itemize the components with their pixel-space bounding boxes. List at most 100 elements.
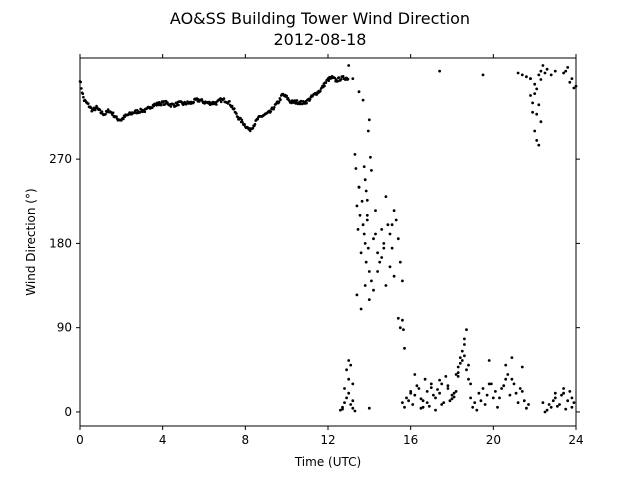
data-point [533, 92, 537, 95]
data-point [483, 403, 487, 406]
data-point [452, 391, 456, 395]
data-point [487, 359, 491, 362]
data-point [566, 66, 570, 69]
data-point [384, 284, 388, 287]
data-point [491, 396, 495, 400]
data-point [500, 387, 503, 390]
data-point [510, 356, 514, 359]
data-point [243, 123, 246, 126]
data-point [390, 223, 394, 227]
data-point [541, 64, 545, 67]
data-point [425, 401, 429, 404]
data-point [456, 375, 460, 378]
data-point [91, 108, 95, 112]
data-point [394, 218, 398, 222]
data-point [301, 102, 304, 106]
data-point [398, 326, 402, 330]
data-point [365, 213, 369, 217]
data-point [357, 185, 361, 189]
x-tick-label: 4 [159, 433, 167, 447]
x-axis: 0 4 8 12 16 20 24 [76, 54, 584, 447]
data-point [489, 382, 493, 386]
data-point [440, 403, 444, 406]
data-point [452, 395, 456, 399]
data-point [111, 111, 115, 114]
data-point [520, 365, 524, 369]
data-point [438, 69, 441, 73]
data-point [222, 97, 226, 100]
data-point [308, 97, 312, 101]
data-point [549, 405, 553, 409]
data-point [111, 113, 114, 116]
data-point [543, 410, 547, 414]
data-point [553, 69, 557, 73]
data-point [508, 393, 512, 397]
y-tick-label: 0 [64, 405, 72, 419]
data-point [411, 403, 415, 406]
data-point [417, 387, 421, 390]
data-point [516, 71, 520, 75]
data-point [346, 77, 350, 81]
data-point [235, 112, 238, 115]
data-point [454, 390, 458, 393]
data-point [409, 390, 413, 393]
data-point [419, 406, 423, 410]
data-point [525, 75, 528, 79]
data-point [364, 189, 368, 193]
data-point [87, 102, 90, 105]
data-point [177, 103, 180, 107]
data-point [506, 373, 510, 376]
data-point [233, 107, 236, 110]
data-point [365, 218, 369, 222]
data-point [498, 396, 501, 400]
x-tick-label: 8 [242, 433, 250, 447]
data-point [460, 359, 464, 362]
x-tick-label: 0 [76, 433, 84, 447]
data-point [456, 365, 460, 369]
data-point [471, 405, 475, 409]
data-point [553, 396, 557, 400]
data-point [403, 346, 406, 350]
data-point [343, 401, 346, 404]
data-point [572, 86, 576, 90]
x-tick-label: 24 [568, 433, 583, 447]
data-point [446, 387, 450, 390]
data-point [365, 198, 369, 202]
data-point [388, 265, 392, 269]
chart-subtitle: 2012-08-18 [274, 30, 367, 49]
data-point [362, 232, 366, 236]
data-point [469, 396, 472, 400]
data-point [570, 77, 574, 80]
data-point [568, 80, 572, 84]
data-point [522, 399, 526, 403]
data-point [396, 237, 400, 241]
data-point [545, 67, 549, 71]
data-point [319, 89, 322, 93]
data-point [175, 104, 178, 107]
data-point [456, 371, 460, 374]
data-point [537, 103, 541, 107]
data-point [419, 397, 423, 401]
data-point [347, 64, 351, 67]
data-point [398, 260, 402, 264]
data-point [520, 73, 524, 77]
data-point [570, 396, 574, 400]
data-point [502, 384, 506, 388]
data-point [535, 87, 539, 91]
data-point [298, 102, 302, 106]
data-point [366, 129, 370, 133]
data-point [341, 75, 345, 78]
data-point [425, 390, 429, 393]
data-point [343, 387, 346, 390]
data-point [545, 408, 549, 412]
data-point [349, 363, 353, 367]
data-point [347, 391, 351, 395]
data-point [434, 408, 437, 412]
data-point [527, 403, 530, 406]
data-point [356, 228, 360, 231]
data-point [423, 377, 427, 381]
y-axis-label: Wind Direction (°) [24, 188, 38, 295]
data-point [518, 387, 522, 390]
data-point [531, 101, 534, 105]
